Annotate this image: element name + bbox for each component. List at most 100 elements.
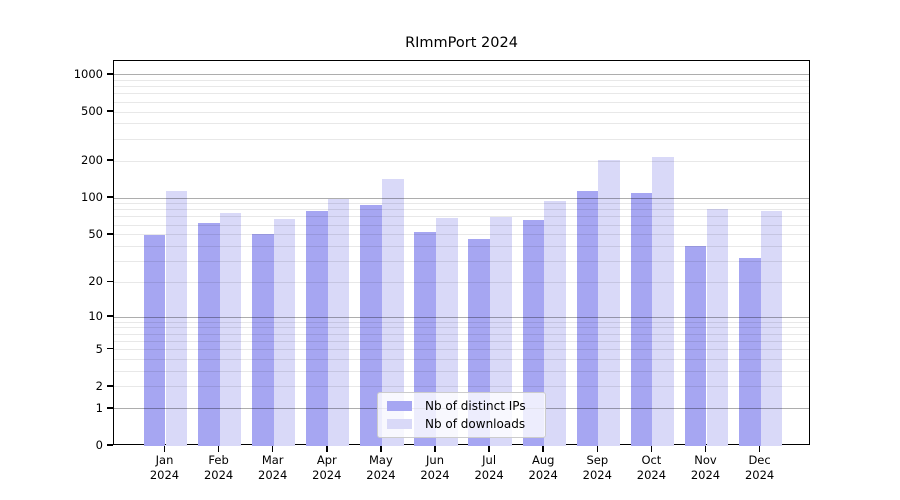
y-tick-label: 1: [95, 400, 103, 415]
gridline-minor: [114, 224, 809, 226]
y-tick-label: 50: [88, 226, 103, 241]
gridline-minor: [114, 327, 809, 329]
bar-nov-distinct-ips: [684, 246, 707, 446]
bars-layer: [114, 61, 809, 446]
bar-apr-downloads: [327, 199, 350, 446]
y-tick-mark: [107, 280, 113, 283]
legend-label-downloads: Nb of downloads: [425, 417, 526, 431]
gridline-minor: [114, 261, 809, 263]
gridline-minor: [114, 209, 809, 211]
gridline-minor: [114, 359, 809, 361]
x-tick-mark: [488, 446, 490, 452]
gridline-minor: [114, 160, 809, 162]
legend-swatch-downloads: [387, 419, 412, 429]
x-tick-mark: [704, 446, 707, 452]
x-tick-label-may: May 2024: [366, 453, 396, 482]
x-tick-label-sep: Sep 2024: [582, 453, 612, 482]
legend-row: Nb of downloads: [378, 417, 545, 431]
y-tick-label: 0: [95, 438, 103, 452]
bar-jun-downloads: [436, 217, 458, 446]
x-tick-label-dec: Dec 2024: [744, 453, 775, 482]
y-tick-mark: [107, 233, 113, 235]
y-tick-label: 20: [88, 274, 103, 289]
y-tick-mark: [107, 196, 113, 198]
gridline-minor: [114, 203, 809, 205]
x-tick-mark: [758, 446, 761, 452]
y-tick-label: 1000: [73, 66, 103, 81]
y-tick-label: 100: [81, 190, 103, 205]
legend: Nb of distinct IPs Nb of downloads: [377, 392, 546, 438]
y-tick-mark: [107, 315, 113, 317]
x-tick-label-oct: Oct 2024: [636, 453, 667, 482]
bar-feb-distinct-ips: [197, 223, 220, 446]
gridline-major: [114, 316, 809, 318]
bar-apr-distinct-ips: [306, 211, 328, 446]
bar-feb-downloads: [219, 213, 242, 446]
gridline-minor: [114, 80, 809, 81]
y-tick-mark: [107, 73, 113, 75]
y-tick-mark: [107, 159, 113, 161]
gridline-minor: [114, 101, 809, 103]
bar-oct-distinct-ips: [630, 192, 653, 446]
x-tick-label-jul: Jul 2024: [474, 453, 504, 482]
y-tick-label: 10: [88, 309, 103, 324]
gridline-major: [114, 197, 809, 199]
bar-sep-downloads: [598, 159, 620, 446]
legend-label-distinct-ips: Nb of distinct IPs: [425, 399, 526, 413]
x-tick-mark: [163, 446, 166, 452]
gridline-minor: [114, 138, 809, 140]
x-tick-label-jun: Jun 2024: [420, 453, 450, 482]
gridline-minor: [114, 216, 809, 218]
bar-aug-distinct-ips: [522, 220, 545, 446]
bar-sep-distinct-ips: [576, 190, 599, 446]
gridline-minor: [114, 245, 809, 247]
x-tick-mark: [542, 446, 544, 452]
gridline-minor: [114, 340, 809, 342]
gridline-minor: [114, 281, 809, 283]
y-tick-mark: [107, 407, 113, 409]
bar-mar-downloads: [273, 219, 296, 446]
chart-title: RImmPort 2024: [405, 35, 518, 51]
bar-jan-distinct-ips: [143, 234, 166, 446]
bar-dec-distinct-ips: [738, 258, 761, 446]
y-tick-label: 500: [81, 104, 103, 119]
gridline-minor: [114, 386, 809, 388]
x-tick-label-jan: Jan 2024: [149, 453, 180, 482]
y-tick-mark: [107, 444, 113, 446]
gridline-minor: [114, 86, 809, 88]
x-tick-mark: [650, 446, 653, 452]
x-tick-mark: [217, 446, 220, 452]
bar-may-downloads: [381, 179, 404, 446]
grid-layer: [114, 61, 809, 444]
legend-swatch-distinct-ips: [387, 401, 412, 411]
y-tick-label: 5: [95, 341, 103, 356]
x-tick-label-mar: Mar 2024: [258, 453, 288, 482]
x-tick-mark: [271, 446, 274, 452]
bar-aug-downloads: [544, 200, 566, 446]
bar-nov-downloads: [706, 208, 729, 446]
y-tick-mark: [107, 385, 113, 387]
legend-row: Nb of distinct IPs: [378, 399, 545, 413]
gridline-minor: [114, 349, 809, 351]
x-tick-label-aug: Aug 2024: [528, 453, 558, 482]
x-tick-label-nov: Nov 2024: [690, 453, 721, 482]
bar-may-distinct-ips: [360, 204, 382, 446]
bar-oct-downloads: [652, 157, 675, 446]
y-tick-label: 2: [95, 378, 103, 393]
gridline-minor: [114, 371, 809, 373]
plot-area: [113, 60, 810, 446]
x-tick-mark: [380, 446, 382, 452]
y-tick-mark: [107, 110, 113, 112]
gridline-minor: [114, 111, 809, 113]
bar-jan-downloads: [165, 191, 188, 446]
bar-dec-downloads: [760, 210, 783, 446]
x-tick-mark: [596, 446, 599, 452]
x-tick-mark: [326, 446, 328, 452]
bar-mar-distinct-ips: [252, 233, 274, 446]
gridline-minor: [114, 93, 809, 95]
x-tick-mark: [434, 446, 436, 452]
x-tick-label-apr: Apr 2024: [312, 453, 342, 482]
gridline-minor: [114, 321, 809, 323]
gridline-minor: [114, 333, 809, 335]
